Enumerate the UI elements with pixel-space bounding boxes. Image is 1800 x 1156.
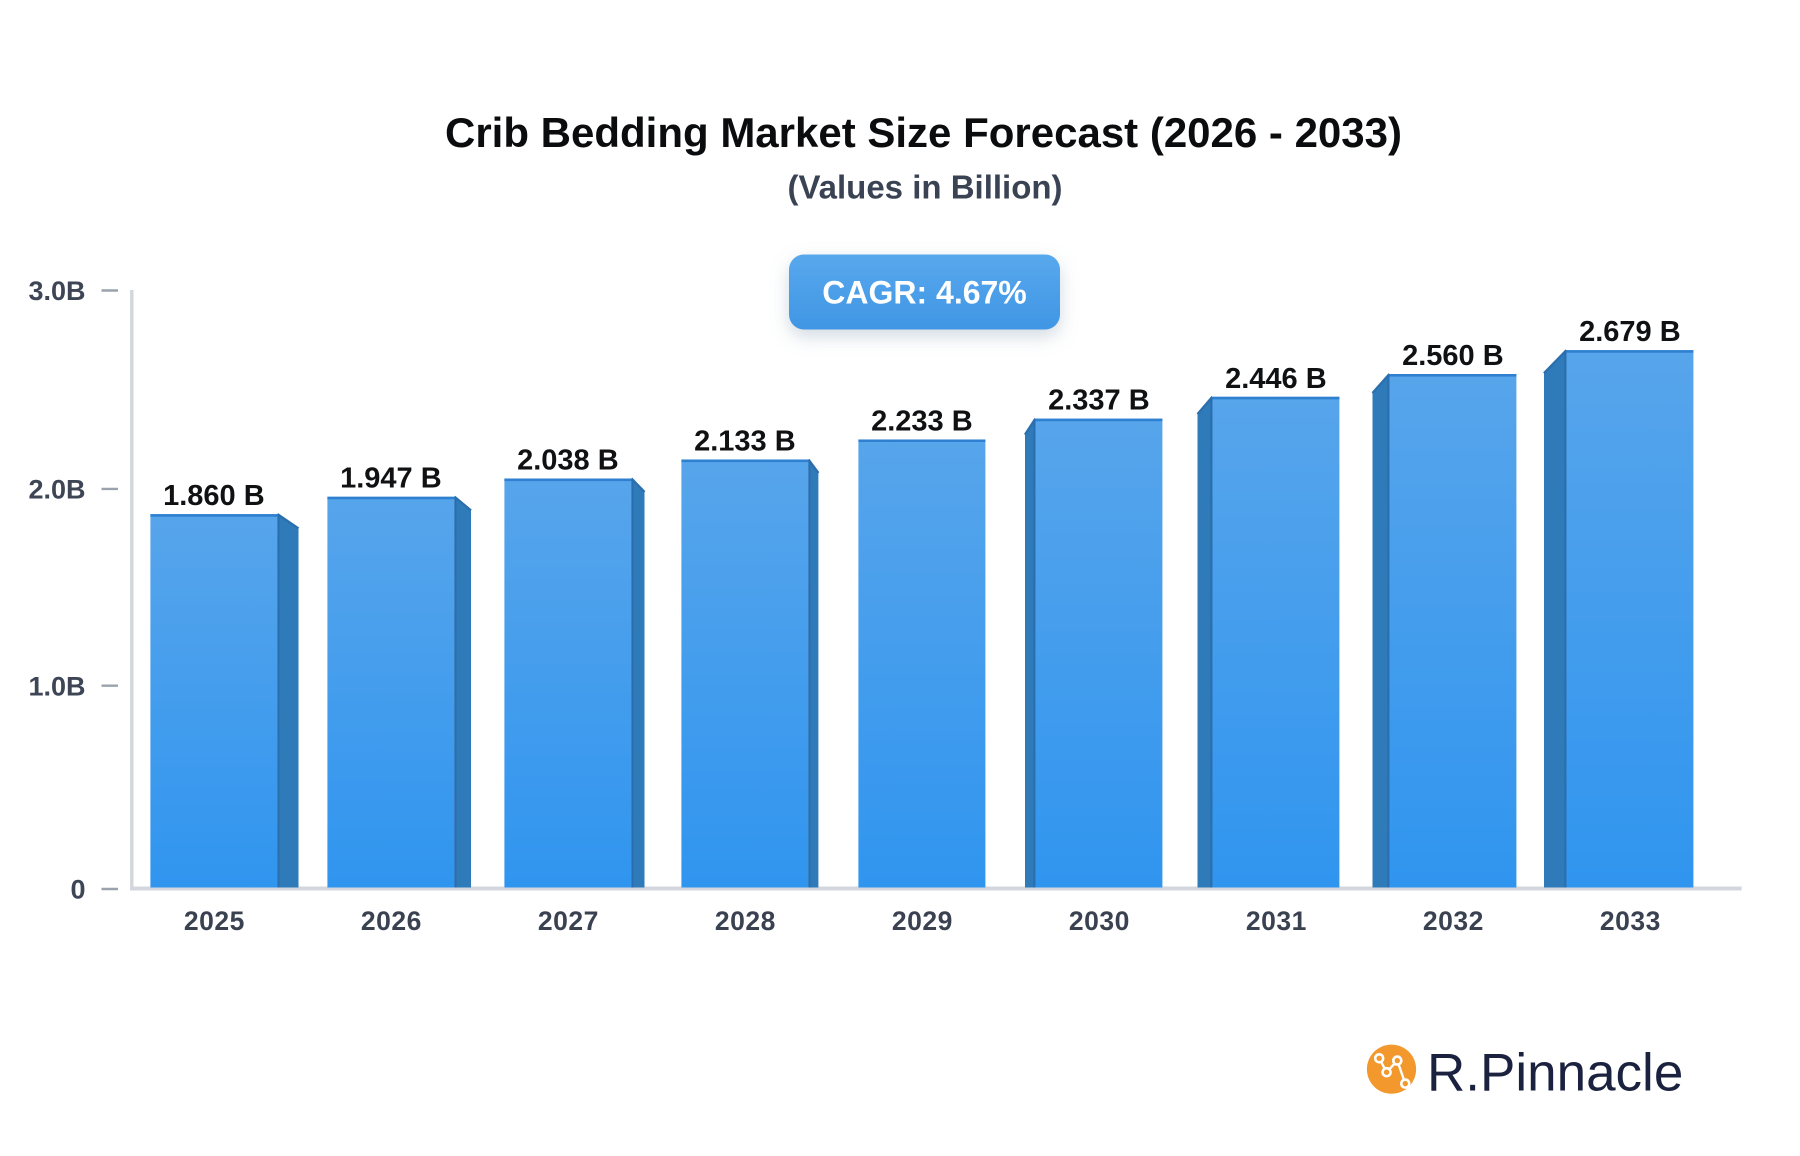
x-tick-label: 2029 xyxy=(892,906,953,936)
molecule-node xyxy=(1392,1055,1403,1066)
bar-value-label: 2.560 B xyxy=(1402,340,1504,372)
bar-2027: 2.038 B xyxy=(504,444,646,888)
bar-value-label: 2.038 B xyxy=(517,444,619,476)
axes xyxy=(101,289,1742,891)
x-tick-label: 2033 xyxy=(1600,906,1661,936)
bar-2025: 1.860 B xyxy=(150,480,300,888)
bar-value-label: 2.133 B xyxy=(694,425,796,457)
bar-2026: 1.947 B xyxy=(327,463,472,888)
bar-side-face xyxy=(631,478,645,888)
x-tick-label: 2031 xyxy=(1246,906,1307,936)
x-tick-label: 2028 xyxy=(715,906,776,936)
cagr-badge-label: CAGR: 4.67% xyxy=(822,275,1027,311)
y-tick-label: 1.0B xyxy=(28,671,85,701)
bar-bevel-edge xyxy=(276,513,300,530)
bar-value-label: 2.679 B xyxy=(1579,316,1681,348)
chart-subtitle: (Values in Billion) xyxy=(787,169,1062,206)
molecule-node xyxy=(1381,1066,1392,1078)
bar-front-face xyxy=(150,514,278,888)
bar-front-face xyxy=(504,478,632,888)
molecule-node xyxy=(1373,1053,1385,1064)
bar-side-face xyxy=(454,496,471,888)
molecule-node xyxy=(1400,1078,1411,1089)
bar-side-face xyxy=(808,459,819,888)
bar-2031: 2.446 B xyxy=(1196,363,1340,888)
bar-value-label: 2.337 B xyxy=(1048,385,1150,417)
bar-front-face xyxy=(1212,396,1340,888)
bar-value-label: 2.446 B xyxy=(1225,363,1327,395)
x-tick-label: 2027 xyxy=(538,906,599,936)
logo-wordmark: R.Pinnacle xyxy=(1427,1044,1683,1103)
bar-value-label: 2.233 B xyxy=(871,405,973,437)
bar-series: 1.860 B 1.947 B 2.038 B 2.133 B 2.233 B 2.337… xyxy=(150,316,1694,888)
bar-front-face xyxy=(858,439,986,888)
bar-front-face xyxy=(681,459,809,888)
x-tick-label: 2025 xyxy=(184,906,245,936)
x-tick-label: 2030 xyxy=(1069,906,1130,936)
axis-and-value-labels: 0 1.0B 2.0B 3.0B 2025 2026 2027 2028 2029 2030 203… xyxy=(28,276,1660,936)
bar-bevel-edge xyxy=(1196,396,1214,415)
bar-value-label: 1.947 B xyxy=(340,463,442,495)
bar-value-label: 1.860 B xyxy=(163,480,265,512)
bar-side-face xyxy=(1025,418,1036,888)
bar-bevel-edge xyxy=(1543,349,1568,375)
bar-front-face xyxy=(1035,418,1163,888)
bar-bevel-edge xyxy=(630,477,646,493)
y-tick-label: 3.0B xyxy=(28,276,85,306)
bar-2032: 2.560 B xyxy=(1371,340,1517,888)
x-tick-label: 2026 xyxy=(361,906,422,936)
bar-side-face xyxy=(1544,350,1567,888)
bar-side-face xyxy=(1197,396,1213,888)
chart-title: Crib Bedding Market Size Forecast (2026 … xyxy=(445,109,1402,156)
bar-front-face xyxy=(1389,373,1517,888)
bar-front-face xyxy=(327,496,455,888)
bar-side-face xyxy=(277,514,299,888)
brand-logo: R.Pinnacle xyxy=(1366,1044,1683,1103)
bar-2028: 2.133 B xyxy=(681,425,820,888)
cagr-badge: CAGR: 4.67% xyxy=(789,254,1060,330)
y-tick-label: 2.0B xyxy=(28,475,85,505)
bar-2029: 2.233 B xyxy=(858,405,986,888)
bar-2033: 2.679 B xyxy=(1543,316,1694,888)
bar-bevel-edge xyxy=(1371,373,1391,394)
bar-2030: 2.337 B xyxy=(1023,385,1163,888)
bar-front-face xyxy=(1566,350,1694,888)
y-tick-label: 0 xyxy=(70,875,85,905)
molecule-graph-icon xyxy=(1373,1053,1411,1089)
x-tick-label: 2032 xyxy=(1423,906,1484,936)
cagr-badge-pill xyxy=(789,254,1060,330)
bar-side-face xyxy=(1372,373,1390,888)
bar-bevel-edge xyxy=(453,495,472,512)
